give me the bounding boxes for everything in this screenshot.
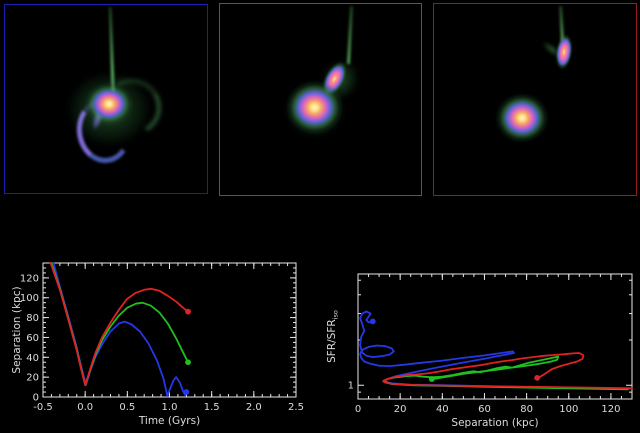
svg-text:1: 1 bbox=[348, 381, 354, 392]
svg-text:2.5: 2.5 bbox=[288, 402, 304, 413]
svg-text:20: 20 bbox=[26, 373, 39, 384]
svg-text:60: 60 bbox=[26, 333, 39, 344]
svg-text:40: 40 bbox=[436, 404, 449, 415]
svg-text:-0.5: -0.5 bbox=[33, 402, 53, 413]
svg-text:1.0: 1.0 bbox=[162, 402, 178, 413]
svg-text:120: 120 bbox=[601, 404, 620, 415]
svg-text:80: 80 bbox=[26, 313, 39, 324]
svg-text:1.5: 1.5 bbox=[204, 402, 220, 413]
svg-text:60: 60 bbox=[478, 404, 491, 415]
sfr-vs-separation-chart: 0 20 40 60 80 100 120 1 Separation (kpc) SFR/SFRi… bbox=[326, 273, 633, 429]
companion-galaxy-3 bbox=[552, 31, 576, 73]
galaxy-core-2 bbox=[284, 79, 345, 136]
snapshot-panel-2 bbox=[433, 3, 637, 196]
svg-text:120: 120 bbox=[20, 273, 39, 284]
galaxy-core-3 bbox=[494, 92, 550, 144]
svg-text:Separation (kpc): Separation (kpc) bbox=[11, 286, 23, 373]
svg-text:0.5: 0.5 bbox=[119, 402, 135, 413]
svg-text:0: 0 bbox=[33, 393, 39, 404]
svg-text:Time (Gyrs): Time (Gyrs) bbox=[138, 415, 200, 427]
svg-text:20: 20 bbox=[394, 404, 407, 415]
svg-text:SFR/SFRiso: SFR/SFRiso bbox=[326, 310, 340, 363]
svg-text:Separation (kpc): Separation (kpc) bbox=[451, 417, 538, 429]
galaxy-core-1 bbox=[83, 81, 135, 127]
svg-text:0: 0 bbox=[355, 404, 361, 415]
snapshot-panel-1 bbox=[219, 3, 422, 196]
svg-text:0.0: 0.0 bbox=[77, 402, 93, 413]
snapshot-panel-0 bbox=[4, 4, 208, 194]
svg-text:100: 100 bbox=[20, 293, 39, 304]
svg-text:100: 100 bbox=[559, 404, 578, 415]
svg-text:80: 80 bbox=[520, 404, 533, 415]
separation-vs-time-chart: -0.5 0.0 0.5 1.0 1.5 2.0 2.5 0 20 40 60 80 100 120 Tim… bbox=[11, 262, 304, 427]
svg-text:40: 40 bbox=[26, 353, 39, 364]
svg-text:2.0: 2.0 bbox=[246, 402, 262, 413]
